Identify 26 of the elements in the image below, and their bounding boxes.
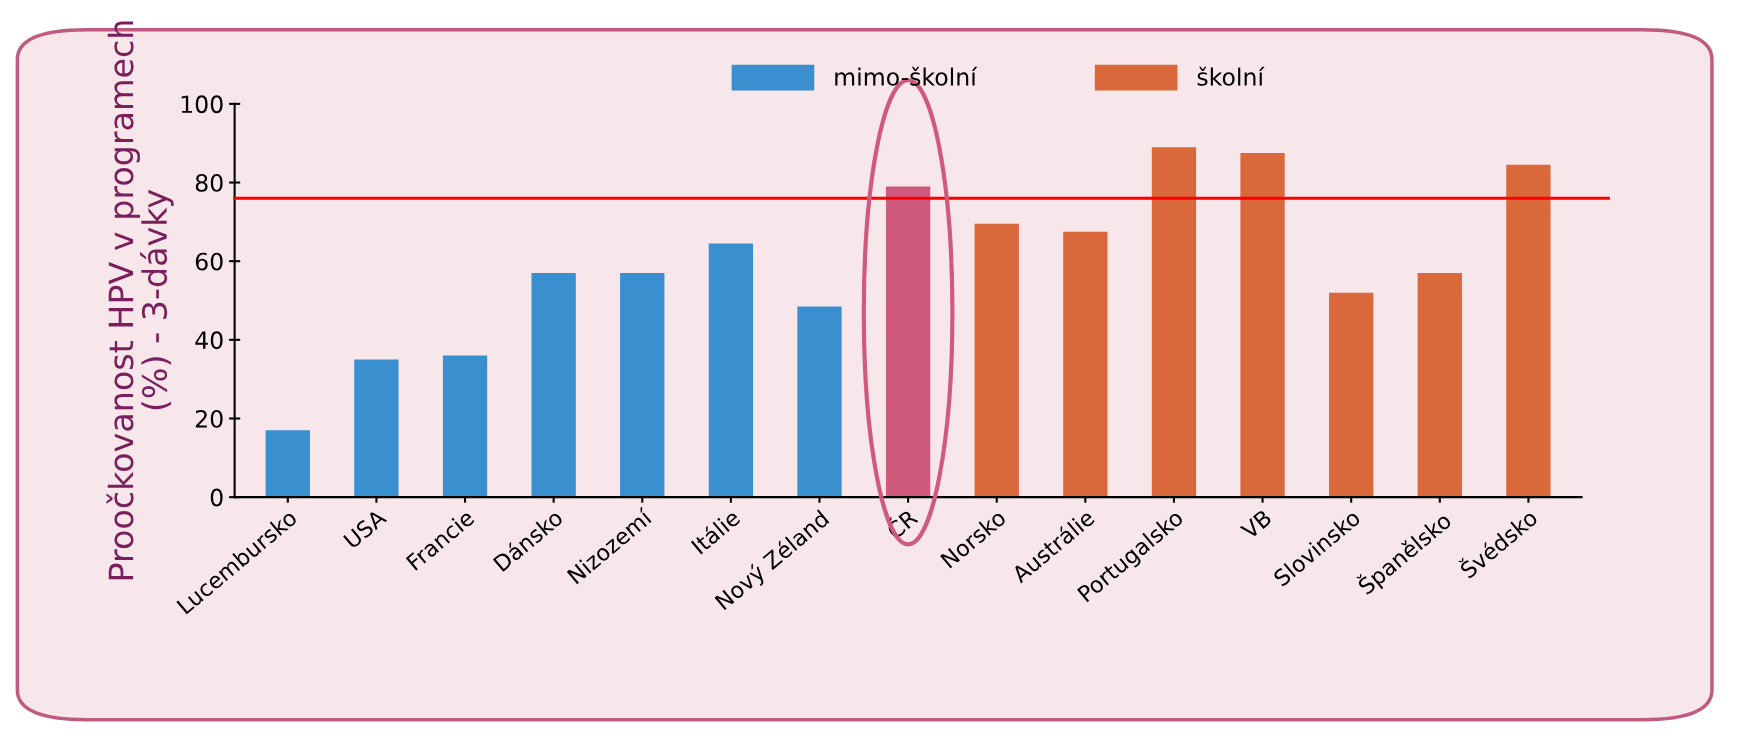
legend-label: mimo-školní [835, 66, 978, 86]
y-tick-label: 40 [195, 331, 223, 350]
x-tick-label: VB [1239, 509, 1273, 540]
bar [797, 306, 842, 498]
bar [620, 272, 665, 498]
bar [265, 430, 310, 498]
bar [1063, 231, 1108, 498]
bar [354, 359, 399, 498]
y-tick-label: 20 [195, 409, 223, 428]
bar [974, 223, 1019, 498]
y-tick-label: 100 [181, 95, 223, 114]
y-tick-label: 0 [210, 488, 223, 507]
bar [442, 355, 488, 498]
bar [531, 272, 576, 498]
bar [1506, 164, 1551, 498]
bar [1240, 153, 1285, 498]
y-axis-title: Proočkovanost HPV v programech (%) - 3-dávky [106, 21, 174, 580]
y-tick-label: 80 [195, 173, 223, 192]
bar [708, 243, 754, 498]
bar [885, 186, 931, 498]
bar [1329, 292, 1374, 498]
y-tick-label: 60 [195, 252, 223, 271]
bar [1417, 272, 1462, 498]
x-tick-label: USA [342, 507, 388, 550]
bar [1151, 147, 1197, 498]
legend-label: školní [1197, 66, 1265, 86]
